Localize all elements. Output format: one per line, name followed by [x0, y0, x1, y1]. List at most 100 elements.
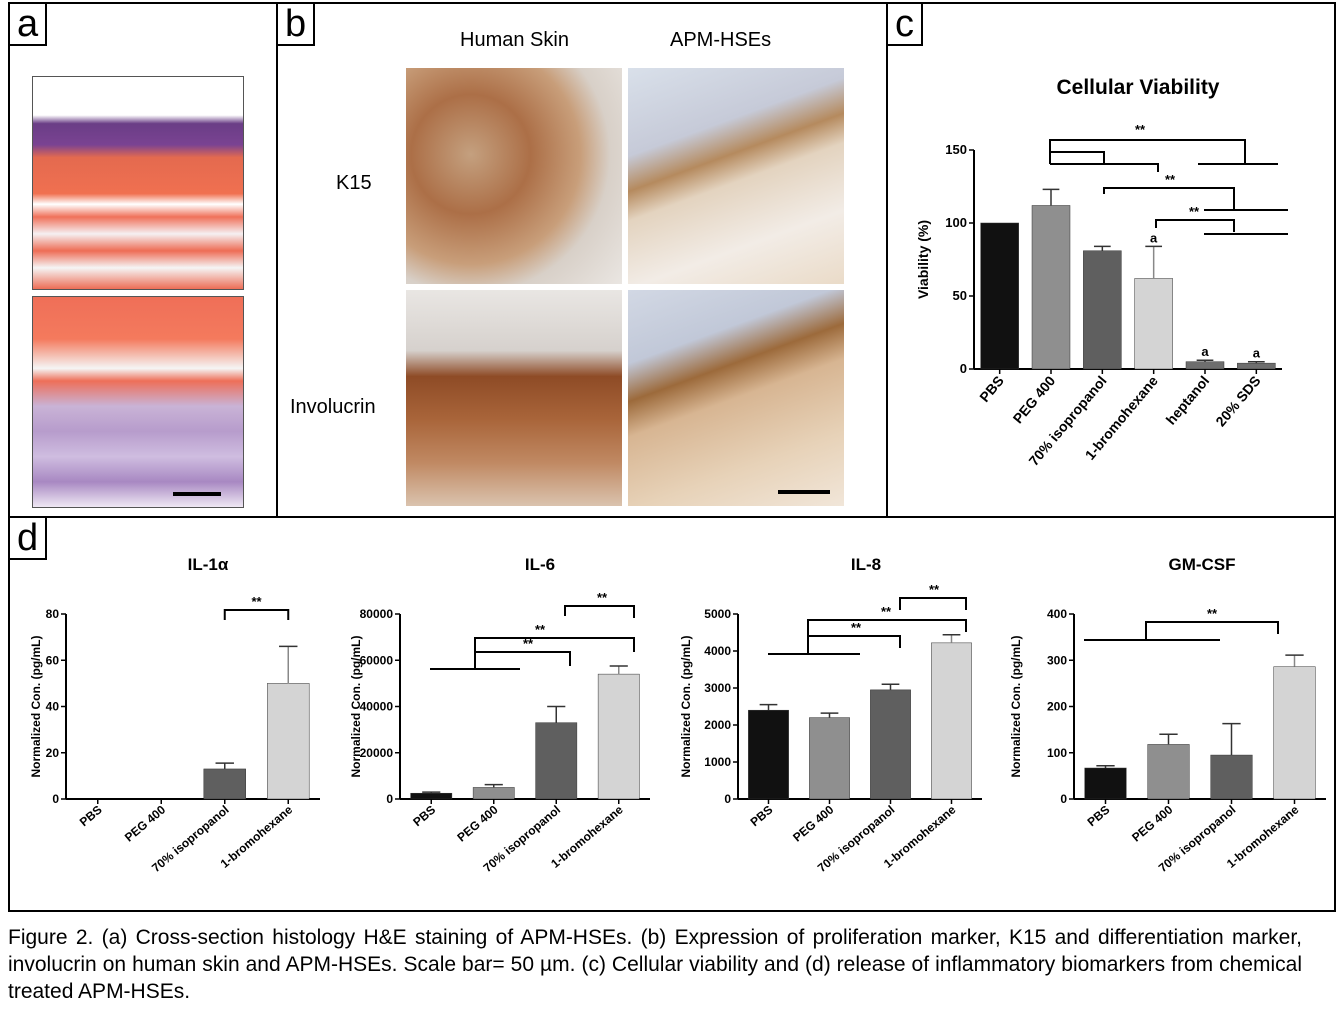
bar [748, 709, 789, 800]
significance-marker: ** [1135, 122, 1146, 137]
x-tick-label: PEG 400 [454, 802, 501, 844]
y-tick-label: 40000 [360, 700, 394, 714]
he-histology-image-bottom [32, 296, 244, 508]
y-tick-label: 4000 [704, 644, 731, 658]
panel-c: c Cellular Viability 0 50 100 150 Viability (… [886, 2, 1336, 518]
y-tick-label: 40 [46, 700, 60, 714]
bar [1134, 278, 1173, 370]
panel-label-b: b [278, 4, 316, 46]
bar [1083, 250, 1122, 370]
y-tick-label: 0 [1060, 792, 1067, 806]
bar [410, 792, 453, 800]
bar [980, 222, 1019, 370]
y-tick-label: 60 [46, 653, 60, 667]
y-tick-label: 2000 [704, 718, 731, 732]
significance-line [807, 635, 901, 654]
y-tick-label: 20 [46, 746, 60, 760]
significance-marker: ** [1189, 204, 1200, 219]
bar [809, 717, 850, 800]
significance-line [1103, 187, 1235, 210]
il1a-chart: IL-1α 0 20 40 60 80 Normalized Con. (pg/mL) PBS… [29, 555, 320, 875]
significance-marker: ** [535, 622, 546, 637]
significance-line [1049, 151, 1105, 164]
significance-line [1050, 163, 1159, 172]
bar-annotation: a [1201, 344, 1209, 359]
bar-annotation: a [1253, 346, 1261, 361]
significance-line [474, 651, 571, 669]
significance-marker: ** [929, 582, 940, 597]
y-tick-label: 80000 [360, 607, 394, 621]
bar [1185, 361, 1225, 370]
y-tick-label: 100 [945, 215, 967, 230]
y-axis-label: Normalized Con. (pg/mL) [349, 636, 363, 778]
x-tick-label: PEG 400 [122, 802, 169, 844]
y-tick-label: 5000 [704, 607, 731, 621]
chart-title: IL-6 [525, 555, 555, 574]
bar-annotation: a [1150, 230, 1158, 245]
y-axis-label: Viability (%) [915, 220, 931, 299]
y-tick-label: 100 [1047, 746, 1067, 760]
bar [1147, 744, 1190, 800]
y-tick-label: 1000 [704, 755, 731, 769]
ihc-image-human-skin-k15 [406, 68, 622, 284]
panel-d: d IL-1α 0 20 40 60 80 Normalized Con. (pg/mL) P… [8, 516, 1336, 912]
x-tick-label: PBS [410, 803, 438, 830]
y-axis-label: Normalized Con. (pg/mL) [29, 636, 43, 778]
bar [870, 689, 911, 800]
x-tick-label: PBS [748, 803, 776, 830]
significance-marker: ** [523, 636, 534, 651]
x-tick-label: PBS [77, 803, 105, 830]
y-tick-label: 200 [1047, 700, 1067, 714]
y-tick-label: 60000 [360, 653, 394, 667]
col-header-human-skin: Human Skin [460, 29, 569, 51]
y-tick-label: 400 [1047, 607, 1067, 621]
panel-a: a [8, 2, 278, 518]
he-histology-image-top [32, 76, 244, 290]
il8-chart: IL-8 0 1000 2000 3000 4000 5000 Normalized Con.… [679, 555, 982, 875]
bar [203, 768, 246, 800]
bar [1273, 666, 1316, 800]
chart-title: IL-8 [851, 555, 881, 574]
significance-line [807, 619, 967, 636]
panel-label-c: c [888, 4, 923, 46]
y-tick-label: 300 [1047, 653, 1067, 667]
y-tick-label: 0 [724, 792, 731, 806]
y-axis-label: Normalized Con. (pg/mL) [1009, 636, 1023, 778]
bar [1084, 767, 1127, 800]
bar [267, 683, 310, 800]
ihc-image-apm-k15 [628, 68, 844, 284]
y-tick-label: 0 [386, 792, 393, 806]
chart-title: IL-1α [188, 555, 229, 574]
significance-marker: ** [597, 590, 608, 605]
x-tick-label: heptanol [1163, 373, 1213, 428]
row-label-k15: K15 [336, 172, 372, 194]
significance-line [1145, 621, 1279, 640]
bar [1237, 362, 1276, 370]
x-tick-label: PEG 400 [1010, 372, 1059, 426]
significance-line [474, 637, 635, 652]
bar [597, 673, 640, 800]
chart-title: Cellular Viability [1056, 76, 1219, 99]
y-axis-label: Normalized Con. (pg/mL) [679, 636, 693, 778]
bar [931, 642, 972, 800]
scale-bar [778, 490, 830, 494]
x-tick-label: PBS [1085, 803, 1113, 830]
significance-line [899, 597, 967, 610]
significance-marker: ** [881, 604, 892, 619]
y-tick-label: 3000 [704, 681, 731, 695]
significance-line [564, 605, 635, 618]
viability-chart: Cellular Viability 0 50 100 150 Viability (%)… [915, 76, 1288, 469]
row-label-involucrin: Involucrin [290, 396, 376, 418]
y-tick-label: 0 [52, 792, 59, 806]
bar [1031, 205, 1071, 370]
chart-title: GM-CSF [1168, 555, 1235, 574]
significance-marker: ** [251, 594, 262, 609]
x-tick-label: PBS [976, 373, 1007, 405]
significance-bracket [223, 609, 290, 620]
panel-label-a: a [10, 4, 48, 46]
y-tick-label: 0 [960, 361, 967, 376]
y-tick-label: 50 [953, 288, 967, 303]
ihc-image-human-skin-involucrin [406, 290, 622, 506]
y-tick-label: 80 [46, 607, 60, 621]
gmcsf-chart: GM-CSF 0 100 200 300 400 Normalized Con. (pg/m… [1009, 555, 1326, 875]
